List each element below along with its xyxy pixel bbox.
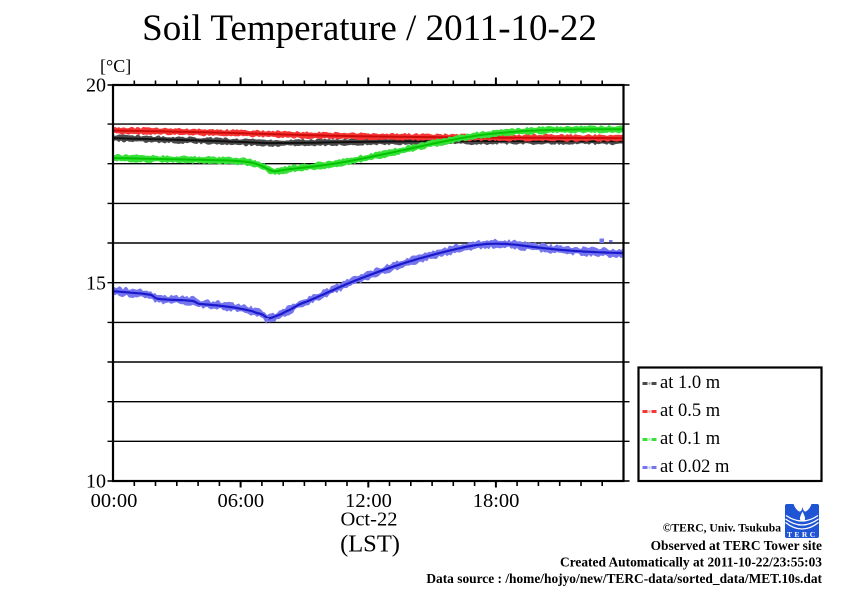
svg-text:[°C]: [°C] (100, 56, 131, 76)
svg-text:20: 20 (86, 75, 106, 97)
svg-text:18:00: 18:00 (473, 490, 520, 512)
svg-text:15: 15 (86, 273, 106, 295)
svg-text:at 1.0 m: at 1.0 m (660, 373, 721, 393)
svg-text:at 0.02 m: at 0.02 m (660, 457, 730, 477)
svg-text:Data source : /home/hojyo/new/: Data source : /home/hojyo/new/TERC-data/… (426, 571, 822, 586)
svg-text:(LST): (LST) (340, 531, 400, 558)
svg-text:©TERC, Univ. Tsukuba: ©TERC, Univ. Tsukuba (663, 522, 781, 535)
svg-text:at 0.1 m: at 0.1 m (660, 429, 721, 449)
svg-text:Soil Temperature / 2011-10-22: Soil Temperature / 2011-10-22 (142, 8, 597, 49)
svg-text:12:00: 12:00 (345, 490, 392, 512)
svg-text:10: 10 (86, 471, 106, 493)
svg-text:Observed at TERC Tower site: Observed at TERC Tower site (651, 538, 822, 553)
svg-text:06:00: 06:00 (217, 490, 264, 512)
svg-text:00:00: 00:00 (91, 490, 138, 512)
svg-text:at 0.5 m: at 0.5 m (660, 401, 721, 421)
svg-text:Oct-22: Oct-22 (341, 509, 398, 531)
svg-text:TERC: TERC (787, 530, 818, 539)
svg-text:Created Automatically at 2011-: Created Automatically at 2011-10-22/23:5… (560, 555, 822, 570)
